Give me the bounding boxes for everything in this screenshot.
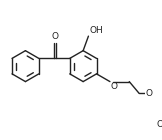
Text: O: O [52, 32, 59, 41]
Text: O: O [156, 120, 162, 129]
Text: O: O [145, 89, 152, 98]
Text: OH: OH [90, 26, 104, 35]
Text: O: O [111, 82, 118, 91]
